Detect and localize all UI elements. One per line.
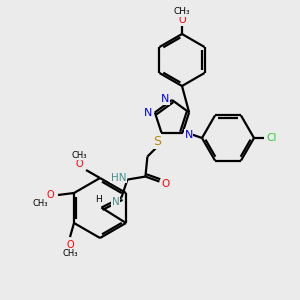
Text: N: N — [112, 196, 119, 207]
Text: N: N — [184, 130, 193, 140]
Text: N: N — [161, 94, 169, 104]
Text: S: S — [153, 135, 161, 148]
Text: O: O — [161, 178, 169, 189]
Text: O: O — [46, 190, 54, 200]
Text: O: O — [66, 240, 74, 250]
Text: CH₃: CH₃ — [71, 151, 87, 160]
Text: HN: HN — [111, 172, 126, 183]
Text: CH₃: CH₃ — [174, 8, 190, 16]
Text: CH₃: CH₃ — [62, 250, 78, 259]
Text: O: O — [178, 15, 186, 25]
Text: N: N — [144, 108, 152, 118]
Text: H: H — [95, 195, 102, 204]
Text: CH₃: CH₃ — [32, 199, 48, 208]
Text: Cl: Cl — [267, 133, 277, 143]
Text: O: O — [75, 159, 83, 169]
